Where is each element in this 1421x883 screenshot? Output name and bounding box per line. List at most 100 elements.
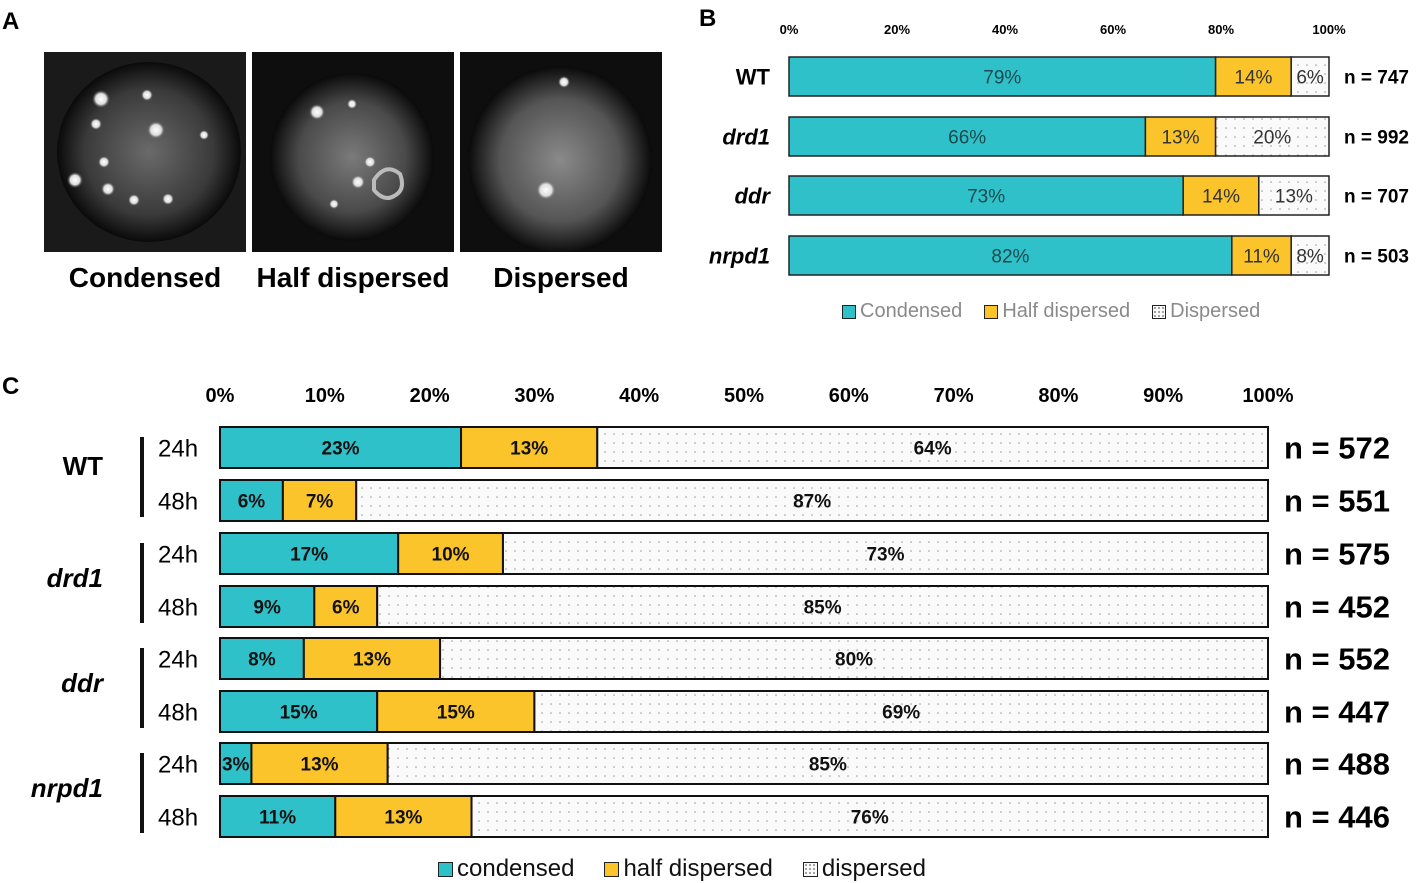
b-bar-label: 73% [967, 187, 1005, 208]
c-bar-label: 9% [253, 598, 281, 619]
c-timepoint-label: 48h [158, 489, 198, 516]
c-bar-label: 85% [804, 598, 842, 619]
c-n-label: n = 575 [1284, 537, 1390, 572]
panel-a-letter: A [2, 8, 20, 35]
c-bar-segment [439, 637, 1269, 680]
c-axis-tick: 80% [1038, 385, 1078, 407]
c-bar-label: 6% [238, 492, 266, 513]
b-bar-label: 11% [1243, 247, 1280, 268]
c-bar-label: 10% [432, 545, 470, 566]
nucleus-dispersed-image [460, 52, 662, 252]
c-axis-tick: 10% [305, 385, 345, 407]
b-bar-segment [788, 175, 1184, 216]
c-bar-label: 17% [290, 545, 328, 566]
legend-swatch [438, 861, 453, 877]
c-bar-segment [470, 795, 1269, 838]
c-bar-label: 85% [809, 755, 847, 776]
c-bar-segment [219, 585, 316, 628]
c-bar-segment [219, 532, 400, 575]
b-bar-label: 14% [1234, 68, 1272, 89]
c-bar-label: 87% [793, 492, 831, 513]
c-bar-label: 7% [306, 492, 334, 513]
b-axis-tick: 20% [884, 22, 910, 37]
c-bar-segment [250, 742, 389, 785]
c-bar-segment [386, 742, 1269, 785]
label-dispersed: Dispersed [493, 262, 629, 293]
c-axis-tick: 70% [934, 385, 974, 407]
b-bar-segment [1258, 175, 1330, 216]
c-timepoint-label: 24h [158, 542, 198, 569]
legend-swatch [604, 861, 620, 877]
c-bar-segment [460, 426, 599, 469]
c-bar-label: 3% [222, 755, 250, 776]
c-bar-label: 13% [510, 439, 548, 460]
c-bar-label: 64% [914, 439, 952, 460]
b-n-label: n = 992 [1344, 128, 1409, 149]
legend-entry: Dispersed [1152, 300, 1260, 323]
b-n-label: n = 747 [1344, 68, 1409, 89]
legend-entry: half dispersed [604, 855, 773, 883]
b-bar-label: 8% [1296, 247, 1324, 268]
c-axis-tick: 0% [206, 385, 235, 407]
b-category-label: WT [736, 65, 771, 90]
c-axis-tick: 50% [724, 385, 764, 407]
legend-swatch [842, 304, 856, 319]
c-bar-label: 23% [322, 439, 360, 460]
b-category-label: drd1 [722, 125, 770, 150]
legend-label: Dispersed [1170, 300, 1261, 322]
b-axis-tick: 60% [1100, 22, 1126, 37]
legend-swatch [984, 304, 999, 319]
c-bar-label: 8% [248, 650, 276, 671]
c-bar-label: 13% [301, 755, 339, 776]
c-axis-tick: 90% [1143, 385, 1183, 407]
c-bar-segment [596, 426, 1269, 469]
b-bar-label: 82% [991, 247, 1029, 268]
c-group-label: ddr [61, 668, 105, 698]
c-bar-segment [533, 690, 1269, 733]
b-bar-segment [1214, 116, 1330, 157]
label-condensed: Condensed [68, 262, 222, 293]
legend-label: dispersed [821, 855, 926, 882]
b-axis-tick: 0% [780, 22, 799, 37]
b-bar-segment [1144, 116, 1217, 157]
legend-b: Condensed Half dispersed Dispersed [842, 300, 1282, 323]
c-n-label: n = 572 [1284, 431, 1390, 466]
c-axis-tick: 100% [1242, 385, 1293, 407]
c-n-label: n = 452 [1284, 590, 1390, 625]
b-bar-segment [1231, 235, 1292, 276]
label-half-dispersed: Half dispersed [256, 262, 450, 293]
b-bar-segment [788, 56, 1217, 97]
b-category-label: ddr [735, 184, 772, 209]
legend-c: condensed half dispersed dispersed [438, 855, 956, 883]
c-timepoint-label: 48h [158, 700, 198, 727]
c-bar-label: 76% [851, 808, 889, 829]
b-n-label: n = 707 [1344, 187, 1409, 208]
legend-swatch [1152, 304, 1167, 319]
c-bar-segment [334, 795, 473, 838]
b-bar-segment [1182, 175, 1260, 216]
c-n-label: n = 447 [1284, 695, 1390, 730]
c-bar-segment [219, 479, 284, 522]
c-bar-label: 73% [866, 545, 904, 566]
nucleus-condensed-image [44, 52, 246, 252]
b-bar-label: 6% [1296, 68, 1324, 89]
legend-label: half dispersed [623, 855, 773, 882]
c-axis-tick: 20% [410, 385, 450, 407]
c-bar-segment [501, 532, 1269, 575]
c-timepoint-label: 48h [158, 595, 198, 622]
c-group-label: nrpd1 [31, 773, 103, 803]
c-bar-segment [219, 426, 463, 469]
legend-swatch [802, 861, 818, 877]
b-n-label: n = 503 [1344, 247, 1409, 268]
b-bar-segment [788, 116, 1147, 157]
c-timepoint-label: 24h [158, 647, 198, 674]
legend-label: condensed [457, 855, 575, 882]
b-bar-label: 14% [1202, 187, 1240, 208]
c-axis-tick: 40% [619, 385, 659, 407]
b-bar-segment [1290, 56, 1330, 97]
b-bar-label: 66% [948, 128, 986, 149]
c-bar-segment [355, 479, 1269, 522]
c-axis-tick: 60% [829, 385, 869, 407]
c-n-label: n = 488 [1284, 747, 1390, 782]
c-bar-label: 80% [835, 650, 873, 671]
